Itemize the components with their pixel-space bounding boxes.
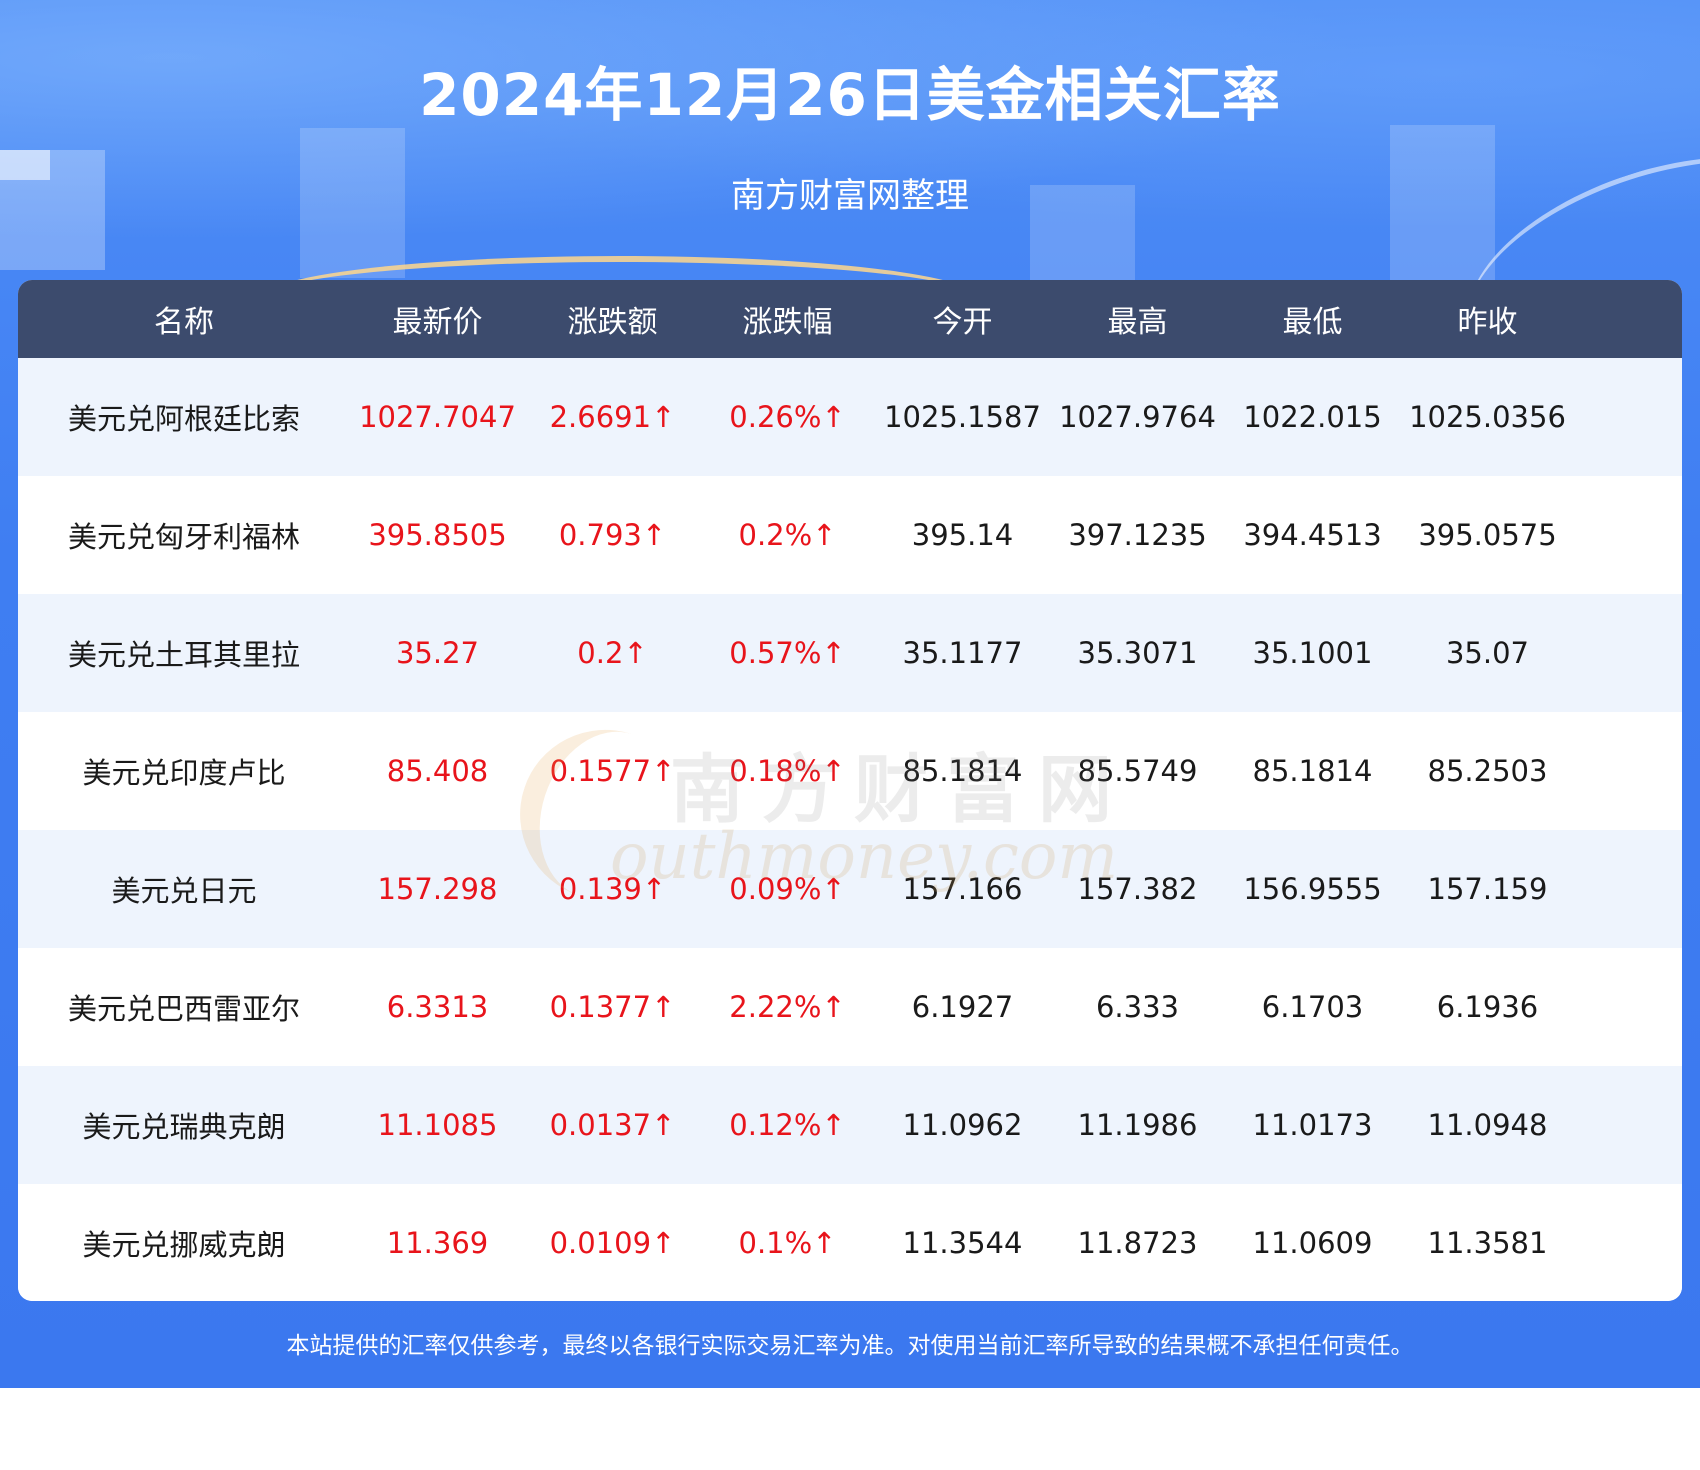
change-amount: 0.793↑ <box>558 518 667 552</box>
column-header-latest: 最新价 <box>392 305 483 340</box>
open-price: 6.1927 <box>911 990 1014 1024</box>
change-amount: 0.139↑ <box>558 872 667 906</box>
latest-price: 35.27 <box>395 636 480 670</box>
disclaimer-text: 本站提供的汇率仅供参考，最终以各银行实际交易汇率为准。对使用当前汇率所导致的结果… <box>286 1333 1414 1359</box>
high-price: 6.333 <box>1095 990 1180 1024</box>
rate-table: 名称 最新价 涨跌额 涨跌幅 今开 最高 最低 昨收 美元兑阿根廷比索 1027… <box>18 280 1682 1301</box>
change-amount: 0.1377↑ <box>549 990 676 1024</box>
open-price: 85.1814 <box>902 754 1023 788</box>
currency-pair-name: 美元兑阿根廷比索 <box>67 402 300 436</box>
table-row: 美元兑瑞典克朗 11.1085 0.0137↑ 0.12%↑ 11.0962 1… <box>18 1066 1682 1184</box>
high-price: 157.382 <box>1077 872 1198 906</box>
table-row: 美元兑巴西雷亚尔 6.3313 0.1377↑ 2.22%↑ 6.1927 6.… <box>18 948 1682 1066</box>
building-shape <box>1390 125 1495 285</box>
latest-price: 85.408 <box>386 754 489 788</box>
change-percent: 0.57%↑ <box>729 636 846 670</box>
low-price: 85.1814 <box>1252 754 1373 788</box>
change-percent: 0.18%↑ <box>729 754 846 788</box>
currency-pair-name: 美元兑巴西雷亚尔 <box>67 992 300 1026</box>
open-price: 395.14 <box>911 518 1014 552</box>
change-percent: 0.1%↑ <box>738 1226 837 1260</box>
prev-close-price: 35.07 <box>1445 636 1530 670</box>
low-price: 394.4513 <box>1243 518 1382 552</box>
table-row: 美元兑印度卢比 85.408 0.1577↑ 0.18%↑ 85.1814 85… <box>18 712 1682 830</box>
open-price: 1025.1587 <box>884 400 1041 434</box>
table-row: 美元兑日元 157.298 0.139↑ 0.09%↑ 157.166 157.… <box>18 830 1682 948</box>
currency-pair-name: 美元兑瑞典克朗 <box>82 1110 286 1144</box>
change-percent: 0.26%↑ <box>729 400 846 434</box>
change-amount: 0.1577↑ <box>549 754 676 788</box>
table-row: 美元兑土耳其里拉 35.27 0.2↑ 0.57%↑ 35.1177 35.30… <box>18 594 1682 712</box>
low-price: 11.0609 <box>1252 1226 1373 1260</box>
latest-price: 1027.7047 <box>359 400 516 434</box>
change-amount: 0.2↑ <box>577 636 648 670</box>
currency-pair-name: 美元兑日元 <box>111 874 257 908</box>
latest-price: 11.1085 <box>377 1108 498 1142</box>
high-price: 11.1986 <box>1077 1108 1198 1142</box>
change-amount: 2.6691↑ <box>549 400 676 434</box>
high-price: 85.5749 <box>1077 754 1198 788</box>
low-price: 156.9555 <box>1243 872 1382 906</box>
page-title: 2024年12月26日美金相关汇率 <box>419 61 1281 129</box>
table-row: 美元兑阿根廷比索 1027.7047 2.6691↑ 0.26%↑ 1025.1… <box>18 358 1682 476</box>
high-price: 397.1235 <box>1068 518 1207 552</box>
currency-pair-name: 美元兑匈牙利福林 <box>67 520 300 554</box>
latest-price: 395.8505 <box>368 518 507 552</box>
high-price: 11.8723 <box>1077 1226 1198 1260</box>
table-row: 美元兑匈牙利福林 395.8505 0.793↑ 0.2%↑ 395.14 39… <box>18 476 1682 594</box>
currency-pair-name: 美元兑印度卢比 <box>82 756 286 790</box>
hero-decoration <box>0 0 1700 290</box>
table-body: 美元兑阿根廷比索 1027.7047 2.6691↑ 0.26%↑ 1025.1… <box>18 358 1682 1301</box>
column-header-high: 最高 <box>1107 305 1168 340</box>
high-price: 1027.9764 <box>1059 400 1216 434</box>
building-shape <box>300 128 405 278</box>
change-percent: 0.2%↑ <box>738 518 837 552</box>
high-price: 35.3071 <box>1077 636 1198 670</box>
low-price: 11.0173 <box>1252 1108 1373 1142</box>
prev-close-price: 85.2503 <box>1427 754 1548 788</box>
low-price: 1022.015 <box>1243 400 1382 434</box>
latest-price: 157.298 <box>377 872 498 906</box>
table-header-row: 名称 最新价 涨跌额 涨跌幅 今开 最高 最低 昨收 <box>18 280 1682 358</box>
change-percent: 0.09%↑ <box>729 872 846 906</box>
change-percent: 2.22%↑ <box>729 990 846 1024</box>
banner: 2024年12月26日美金相关汇率 南方财富网整理 名称 最新价 涨跌额 涨跌幅… <box>0 0 1700 1388</box>
currency-pair-name: 美元兑土耳其里拉 <box>67 638 300 672</box>
low-price: 6.1703 <box>1261 990 1364 1024</box>
prev-close-price: 157.159 <box>1427 872 1548 906</box>
latest-price: 11.369 <box>386 1226 489 1260</box>
prev-close-price: 6.1936 <box>1436 990 1539 1024</box>
column-header-change-pct: 涨跌幅 <box>742 305 833 340</box>
table-row: 美元兑挪威克朗 11.369 0.0109↑ 0.1%↑ 11.3544 11.… <box>18 1184 1682 1301</box>
column-header-open: 今开 <box>932 305 993 340</box>
column-header-prev-close: 昨收 <box>1457 305 1518 340</box>
open-price: 157.166 <box>902 872 1023 906</box>
page-subtitle: 南方财富网整理 <box>731 176 969 216</box>
building-shape <box>1030 185 1135 280</box>
open-price: 11.3544 <box>902 1226 1023 1260</box>
prev-close-price: 1025.0356 <box>1409 400 1566 434</box>
change-amount: 0.0137↑ <box>549 1108 676 1142</box>
building-shape <box>0 150 50 180</box>
open-price: 35.1177 <box>902 636 1023 670</box>
change-amount: 0.0109↑ <box>549 1226 676 1260</box>
change-percent: 0.12%↑ <box>729 1108 846 1142</box>
prev-close-price: 11.0948 <box>1427 1108 1548 1142</box>
column-header-change: 涨跌额 <box>567 305 658 340</box>
latest-price: 6.3313 <box>386 990 489 1024</box>
currency-pair-name: 美元兑挪威克朗 <box>82 1228 286 1262</box>
prev-close-price: 395.0575 <box>1418 518 1557 552</box>
decor-arc <box>260 256 980 342</box>
open-price: 11.0962 <box>902 1108 1023 1142</box>
low-price: 35.1001 <box>1252 636 1373 670</box>
column-header-low: 最低 <box>1282 305 1343 340</box>
prev-close-price: 11.3581 <box>1427 1226 1548 1260</box>
column-header-name: 名称 <box>154 305 214 340</box>
